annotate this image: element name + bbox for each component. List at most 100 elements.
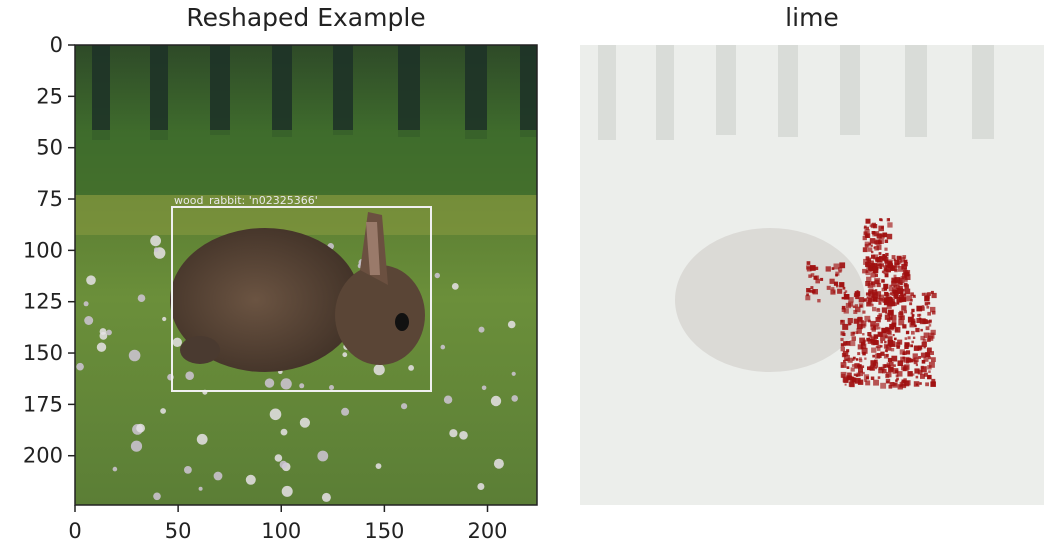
- attribution-pixel: [897, 288, 904, 294]
- clover-flower: [213, 471, 223, 481]
- attribution-pixel: [840, 371, 847, 378]
- attribution-pixel: [844, 290, 848, 293]
- attribution-pixel: [857, 352, 861, 356]
- attribution-pixel: [884, 255, 887, 259]
- attribution-pixel: [891, 320, 897, 325]
- attribution-pixel: [904, 275, 907, 278]
- clover-flower: [274, 454, 283, 462]
- attribution-pixel: [919, 318, 926, 325]
- attribution-pixel: [845, 302, 852, 309]
- attribution-pixel: [885, 378, 891, 384]
- clover-flower: [136, 423, 146, 433]
- attribution-pixel: [899, 310, 904, 315]
- attribution-pixel: [859, 304, 863, 308]
- attribution-pixel: [886, 296, 889, 299]
- attribution-pixel: [930, 329, 936, 335]
- attribution-pixel: [862, 371, 865, 375]
- attribution-pixel: [914, 324, 917, 328]
- attribution-pixel: [907, 316, 914, 323]
- attribution-pixel: [891, 255, 896, 259]
- attribution-pixel: [852, 305, 856, 308]
- attribution-pixel: [896, 297, 902, 303]
- attribution-pixel: [884, 349, 888, 352]
- attribution-pixel: [913, 360, 918, 365]
- clover-flower: [317, 450, 329, 462]
- attribution-pixel: [910, 312, 914, 315]
- attribution-pixel: [901, 293, 907, 299]
- attribution-pixel: [901, 291, 904, 294]
- attribution-pixel: [927, 338, 931, 342]
- attribution-pixel: [900, 257, 906, 262]
- attribution-pixel: [820, 277, 824, 281]
- x-tick-label: 150: [364, 519, 404, 543]
- attribution-pixel: [881, 270, 885, 274]
- attribution-pixel: [854, 291, 861, 297]
- attribution-pixel: [844, 383, 847, 386]
- left-axes-frame: [74, 44, 538, 506]
- attribution-pixel: [862, 310, 866, 314]
- attribution-pixel: [930, 290, 934, 294]
- attribution-pixel: [878, 301, 882, 305]
- clover-flower: [153, 492, 161, 501]
- attribution-pixel: [891, 265, 897, 271]
- attribution-pixel: [911, 340, 914, 344]
- attribution-pixel: [873, 334, 879, 339]
- attribution-pixel: [884, 287, 888, 291]
- attribution-pixel: [847, 322, 851, 326]
- attribution-pixel: [879, 233, 885, 239]
- attribution-pixel: [904, 337, 908, 340]
- attribution-pixel: [864, 241, 870, 247]
- attribution-pixel: [870, 336, 876, 342]
- attribution-pixel: [862, 333, 865, 336]
- attribution-pixel: [877, 307, 880, 311]
- attribution-pixel: [918, 313, 922, 317]
- attribution-pixel: [906, 343, 910, 347]
- attribution-pixel: [847, 318, 853, 324]
- attribution-pixel: [854, 377, 861, 384]
- attribution-pixel: [862, 235, 867, 241]
- attribution-pixel: [904, 284, 909, 289]
- clover-flower: [153, 247, 159, 252]
- attribution-pixel: [867, 299, 873, 305]
- attribution-pixel: [857, 364, 862, 369]
- clover-flower: [490, 395, 502, 407]
- attribution-pixel: [851, 358, 855, 361]
- attribution-pixel: [865, 270, 869, 273]
- attribution-pixel: [892, 334, 895, 337]
- clover-flower: [443, 395, 453, 404]
- attribution-pixel: [888, 286, 894, 292]
- attribution-pixel: [913, 381, 920, 387]
- attribution-pixel: [924, 302, 929, 306]
- attribution-pixel: [891, 280, 897, 287]
- attribution-pixel: [880, 335, 886, 341]
- left-panel-title: Reshaped Example: [186, 3, 426, 32]
- attribution-pixel: [931, 357, 936, 362]
- attribution-pixel: [893, 258, 896, 261]
- attribution-pixel: [805, 295, 811, 301]
- y-tick-label: 100: [23, 238, 63, 262]
- attribution-pixel: [877, 376, 881, 379]
- attribution-pixel: [912, 358, 916, 362]
- attribution-pixel: [881, 331, 887, 337]
- attribution-pixel: [889, 362, 894, 367]
- attribution-pixel: [864, 315, 871, 322]
- attribution-pixel: [836, 284, 839, 288]
- attribution-pixel: [887, 364, 891, 368]
- attribution-pixel: [910, 320, 916, 326]
- attribution-pixel: [843, 359, 846, 363]
- x-tick-label: 0: [68, 519, 81, 543]
- fence: [92, 45, 537, 140]
- attribution-pixel: [905, 343, 908, 347]
- clover-flower: [264, 378, 275, 388]
- attribution-pixel: [904, 288, 911, 295]
- attribution-pixel: [872, 342, 875, 346]
- attribution-pixel: [902, 352, 905, 356]
- attribution-pixel: [900, 275, 905, 280]
- attribution-pixel: [890, 382, 895, 387]
- attribution-pixel: [911, 330, 915, 335]
- attribution-pixel: [896, 345, 900, 349]
- attribution-pixel: [896, 288, 899, 291]
- attribution-pixel: [847, 357, 853, 363]
- attribution-pixel: [843, 291, 846, 295]
- x-tick-label: 200: [467, 519, 507, 543]
